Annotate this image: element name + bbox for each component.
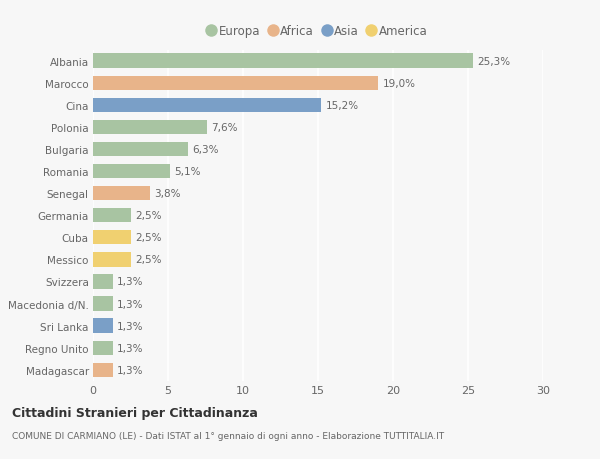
- Text: 15,2%: 15,2%: [325, 101, 359, 111]
- Text: 25,3%: 25,3%: [477, 56, 510, 67]
- Text: COMUNE DI CARMIANO (LE) - Dati ISTAT al 1° gennaio di ogni anno - Elaborazione T: COMUNE DI CARMIANO (LE) - Dati ISTAT al …: [12, 431, 444, 441]
- Bar: [93, 230, 131, 245]
- Bar: [93, 54, 473, 69]
- Bar: [93, 341, 113, 355]
- Bar: [93, 297, 113, 311]
- Text: 2,5%: 2,5%: [135, 233, 161, 243]
- Bar: [93, 142, 187, 157]
- Text: 3,8%: 3,8%: [155, 189, 181, 199]
- Bar: [93, 208, 131, 223]
- Text: 19,0%: 19,0%: [383, 78, 415, 89]
- Legend: Europa, Africa, Asia, America: Europa, Africa, Asia, America: [208, 25, 428, 38]
- Text: 1,3%: 1,3%: [117, 321, 143, 331]
- Text: 2,5%: 2,5%: [135, 255, 161, 265]
- Text: 1,3%: 1,3%: [117, 299, 143, 309]
- Bar: [93, 98, 321, 113]
- Bar: [93, 319, 113, 333]
- Text: Cittadini Stranieri per Cittadinanza: Cittadini Stranieri per Cittadinanza: [12, 406, 258, 419]
- Bar: [93, 76, 378, 91]
- Text: 1,3%: 1,3%: [117, 365, 143, 375]
- Bar: [93, 363, 113, 377]
- Text: 6,3%: 6,3%: [192, 145, 218, 155]
- Bar: [93, 120, 207, 135]
- Text: 2,5%: 2,5%: [135, 211, 161, 221]
- Text: 1,3%: 1,3%: [117, 277, 143, 287]
- Bar: [93, 274, 113, 289]
- Bar: [93, 186, 150, 201]
- Text: 1,3%: 1,3%: [117, 343, 143, 353]
- Text: 5,1%: 5,1%: [174, 167, 200, 177]
- Bar: [93, 252, 131, 267]
- Bar: [93, 164, 170, 179]
- Text: 7,6%: 7,6%: [212, 123, 238, 133]
